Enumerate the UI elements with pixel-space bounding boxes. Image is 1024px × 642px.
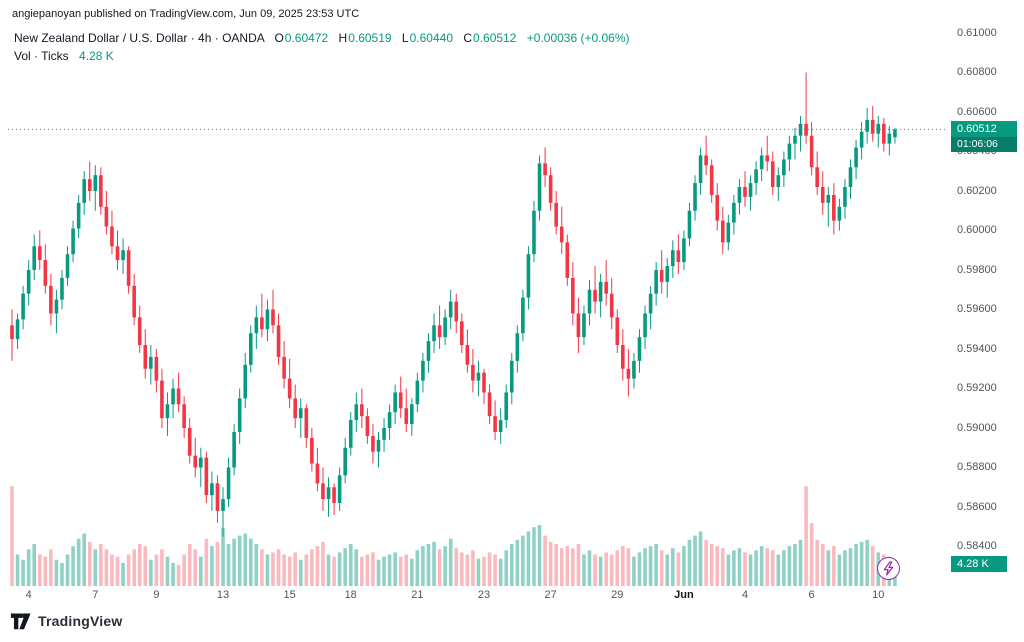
price-tick: 0.59600 bbox=[957, 303, 997, 315]
time-tick: 10 bbox=[872, 589, 885, 601]
price-tick: 0.59200 bbox=[957, 382, 997, 394]
ohlc-open: O0.60472 bbox=[274, 31, 329, 45]
price-axis[interactable]: 0.610000.608000.606000.604000.602000.600… bbox=[951, 0, 1024, 642]
tradingview-logo-icon bbox=[10, 613, 31, 630]
volume-axis-badge: 4.28 K bbox=[951, 556, 1007, 572]
symbol-title[interactable]: New Zealand Dollar / U.S. Dollar · 4h · … bbox=[14, 31, 265, 45]
time-tick: 21 bbox=[411, 589, 424, 601]
volume-value: 4.28 K bbox=[79, 49, 114, 63]
price-tick: 0.58800 bbox=[957, 461, 997, 473]
time-tick: 15 bbox=[283, 589, 296, 601]
last-price-value: 0.60512 bbox=[951, 121, 1017, 138]
price-tick: 0.60000 bbox=[957, 224, 997, 236]
time-axis[interactable]: 4 7 9 13 15 18 21 23 27 29 Jun 4 6 10 bbox=[0, 589, 950, 609]
tradingview-logo[interactable]: TradingView bbox=[10, 610, 122, 631]
bar-countdown: 01:06:06 bbox=[951, 137, 1017, 153]
time-tick: 4 bbox=[741, 589, 749, 601]
time-tick: 27 bbox=[544, 589, 557, 601]
time-tick: 18 bbox=[344, 589, 357, 601]
time-tick: Jun bbox=[674, 589, 694, 601]
time-tick: 4 bbox=[25, 589, 32, 601]
price-tick: 0.58600 bbox=[957, 500, 997, 513]
price-tick: 0.58400 bbox=[957, 540, 997, 552]
last-price-badge: 0.60512 01:06:06 bbox=[951, 121, 1017, 153]
ohlc-low: L0.60440 bbox=[401, 31, 453, 45]
price-tick: 0.59000 bbox=[957, 421, 997, 434]
time-tick: 23 bbox=[477, 589, 491, 601]
attribution-text: angiepanoyan published on TradingView.co… bbox=[12, 8, 360, 20]
ohlc-high: H0.60519 bbox=[338, 31, 392, 45]
price-change: +0.00036 (+0.06%) bbox=[526, 31, 630, 45]
price-tick: 0.59800 bbox=[957, 263, 997, 276]
time-tick: 7 bbox=[92, 589, 99, 601]
time-tick: 13 bbox=[216, 589, 230, 601]
price-tick: 0.61000 bbox=[957, 26, 997, 39]
flash-button[interactable] bbox=[877, 557, 900, 580]
volume-study-label[interactable]: Vol · Ticks bbox=[14, 49, 69, 63]
lightning-icon bbox=[883, 561, 894, 576]
symbol-row: New Zealand Dollar / U.S. Dollar · 4h · … bbox=[14, 29, 630, 47]
price-tick: 0.60800 bbox=[957, 66, 997, 78]
ohlc-close: C0.60512 bbox=[463, 31, 517, 45]
time-tick: 29 bbox=[611, 589, 624, 601]
tradingview-logo-text: TradingView bbox=[38, 612, 123, 629]
price-tick: 0.60200 bbox=[957, 184, 997, 197]
price-tick: 0.60600 bbox=[957, 105, 997, 118]
time-tick: 6 bbox=[808, 589, 815, 601]
time-tick: 9 bbox=[153, 589, 160, 601]
volume-row: Vol · Ticks 4.28 K bbox=[14, 47, 630, 65]
chart-legend: New Zealand Dollar / U.S. Dollar · 4h · … bbox=[14, 29, 630, 65]
price-tick: 0.59400 bbox=[957, 342, 997, 355]
